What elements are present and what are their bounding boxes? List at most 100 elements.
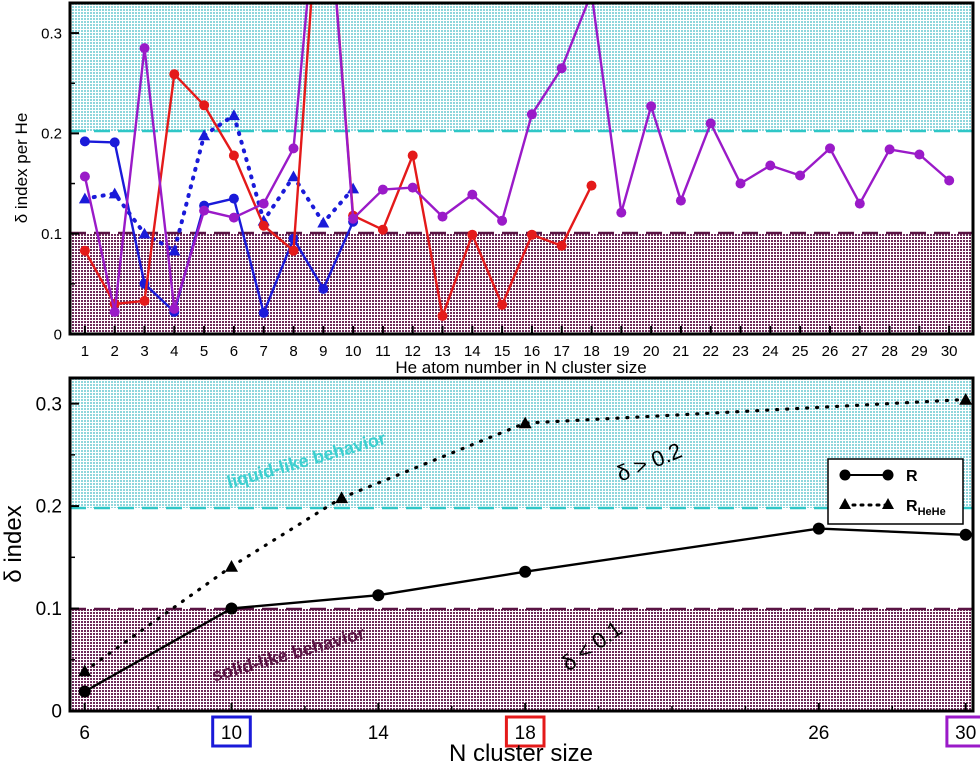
top-series-0-point-5 xyxy=(228,193,239,204)
bottom-series-0-point-2 xyxy=(372,589,385,602)
top-series-2-point-16 xyxy=(556,240,567,251)
bottom-series-1-point-3 xyxy=(518,416,532,429)
top-series-3-point-7 xyxy=(288,143,299,154)
bottom-series-group xyxy=(78,393,973,698)
top-series-3-point-18 xyxy=(616,207,627,218)
top-series-1-line xyxy=(82,113,356,253)
top-series-0-point-6 xyxy=(258,307,269,318)
top-series-1-point-4 xyxy=(198,129,211,141)
top-x-tick-label-3: 3 xyxy=(140,343,148,360)
top-series-3-line xyxy=(83,3,951,314)
top-series-1-point-2 xyxy=(138,227,151,239)
top-series-2-point-4 xyxy=(199,100,210,111)
top-series-3-point-29 xyxy=(944,175,955,186)
top-series-2-point-14 xyxy=(497,299,508,310)
top-solid-band xyxy=(70,233,973,334)
top-x-tick-label-20: 20 xyxy=(643,343,660,360)
top-x-tick-label-22: 22 xyxy=(702,343,719,360)
top-series-3-point-20 xyxy=(675,195,686,206)
legend-label-rhehe: RHeHe xyxy=(906,498,946,518)
legend: R RHeHe xyxy=(827,458,964,525)
top-series-2-point-12 xyxy=(437,310,448,321)
top-x-tick-label-4: 4 xyxy=(170,343,178,360)
bottom-x-tick-box-18 xyxy=(504,715,546,748)
top-x-tick-label-6: 6 xyxy=(230,343,238,360)
top-series-3-point-1 xyxy=(109,306,120,317)
top-series-3-point-22 xyxy=(735,178,746,189)
top-series-3-point-27 xyxy=(884,144,895,155)
top-series-1-point-7 xyxy=(287,170,300,182)
bottom-series-0-point-4 xyxy=(812,522,825,535)
legend-box xyxy=(827,458,964,525)
bottom-series-1-point-1 xyxy=(225,560,238,572)
top-series-2-point-5 xyxy=(228,150,239,161)
top-y-ticks: 0 0.1 0.2 0.3 xyxy=(41,25,79,343)
top-series-0-point-1 xyxy=(109,137,120,148)
top-series-2-point-0 xyxy=(79,245,90,256)
top-x-tick-label-23: 23 xyxy=(732,343,749,360)
legend-label-r: R xyxy=(906,468,918,485)
top-series-3-point-12 xyxy=(437,211,448,222)
top-series-1-point-1 xyxy=(108,187,121,199)
legend-marker-r-2 xyxy=(882,469,894,481)
top-series-2-point-6 xyxy=(258,220,269,231)
top-x-tick-label-1: 1 xyxy=(81,343,89,360)
bottom-bands xyxy=(70,378,973,711)
top-series-3-point-9 xyxy=(348,213,359,224)
top-x-tick-label-11: 11 xyxy=(375,343,391,360)
legend-label-rhehe-main: R xyxy=(906,498,918,515)
top-x-tick-label-15: 15 xyxy=(494,343,511,360)
bottom-series-0-point-0 xyxy=(78,685,91,698)
top-plot-frame xyxy=(68,1,975,336)
top-x-ticks: 1 2 3 4 5 6 7 8 9 10 11 12 13 14 15 16 17 18 19 20 21 22 23 24 2… xyxy=(81,326,958,360)
bottom-x-tick-label-18: 18 xyxy=(515,723,536,744)
top-series-2-point-13 xyxy=(467,229,478,240)
top-y-tick-label-2: 0.2 xyxy=(41,126,62,143)
top-x-tick-label-16: 16 xyxy=(524,343,541,360)
bottom-y-tick-label-3: 0.3 xyxy=(36,394,62,415)
bottom-series-0-line xyxy=(83,527,967,693)
legend-marker-rhehe-2 xyxy=(882,498,894,509)
top-series-0-point-0 xyxy=(79,136,90,147)
top-series-3-point-3 xyxy=(169,303,180,314)
bottom-series-1-point-2 xyxy=(335,491,349,504)
top-x-tick-label-13: 13 xyxy=(434,343,451,360)
top-x-tick-label-24: 24 xyxy=(762,343,779,360)
top-x-tick-label-27: 27 xyxy=(851,343,868,360)
bottom-x-tick-label-14: 14 xyxy=(368,723,390,744)
top-series-3-point-10 xyxy=(377,184,388,195)
top-x-tick-label-25: 25 xyxy=(792,343,809,360)
bottom-series-1-point-0 xyxy=(78,664,92,677)
top-series-2-point-17 xyxy=(586,180,597,191)
top-series-1-point-0 xyxy=(78,192,91,204)
bottom-solid-band xyxy=(70,609,973,711)
top-x-tick-label-2: 2 xyxy=(111,343,119,360)
top-y-tick-label-3: 0.3 xyxy=(41,25,62,42)
top-series-3-point-19 xyxy=(646,101,657,112)
bottom-series-0-point-1 xyxy=(225,602,238,615)
top-x-tick-label-8: 8 xyxy=(289,343,297,360)
top-x-tick-label-12: 12 xyxy=(404,343,421,360)
top-series-1-point-5 xyxy=(227,109,240,121)
top-series-3-point-11 xyxy=(407,182,418,193)
top-series-2-point-11 xyxy=(407,150,418,161)
legend-marker-rhehe-1 xyxy=(839,498,851,509)
top-bands xyxy=(70,3,973,334)
top-series-2-point-15 xyxy=(526,229,537,240)
top-series-3-point-23 xyxy=(765,160,776,171)
top-x-tick-label-21: 21 xyxy=(673,343,690,360)
top-series-0-point-8 xyxy=(318,283,329,294)
top-x-tick-label-28: 28 xyxy=(881,343,898,360)
top-series-3-point-28 xyxy=(914,149,925,160)
top-x-tick-label-18: 18 xyxy=(583,343,600,360)
top-series-3-point-16 xyxy=(556,63,567,74)
top-x-tick-label-30: 30 xyxy=(941,343,958,360)
top-series-3-point-5 xyxy=(228,212,239,223)
top-series-3-point-6 xyxy=(258,198,269,209)
bottom-x-tick-label-6: 6 xyxy=(79,723,90,744)
legend-label-rhehe-sub: HeHe xyxy=(918,506,946,518)
top-x-tick-label-19: 19 xyxy=(613,343,630,360)
bottom-y-tick-label-0: 0 xyxy=(51,702,62,723)
